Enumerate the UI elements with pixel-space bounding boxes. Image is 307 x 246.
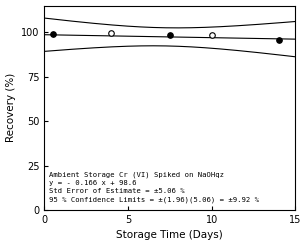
X-axis label: Storage Time (Days): Storage Time (Days)	[116, 231, 223, 240]
Text: Ambient Storage Cr (VI) Spiked on NaOHqz
y = - 0.166 x + 98.6
Std Error of Estim: Ambient Storage Cr (VI) Spiked on NaOHqz…	[49, 172, 259, 203]
Y-axis label: Recovery (%): Recovery (%)	[6, 73, 16, 142]
